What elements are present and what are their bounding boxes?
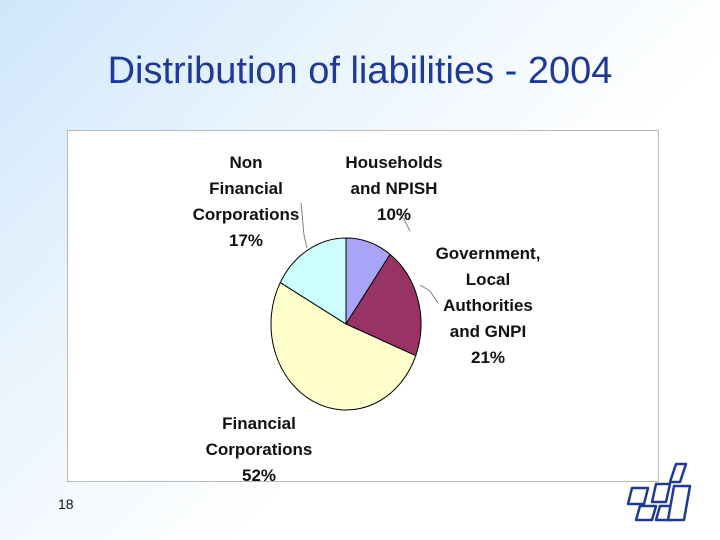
slice-label-financial: Financial Corporations 52% xyxy=(206,414,313,483)
chart-area: Households and NPISH 10% Government, Local Au… xyxy=(67,130,659,483)
leader-line-non xyxy=(300,202,308,249)
leader-line-government xyxy=(419,284,439,304)
page-number: 18 xyxy=(58,496,74,512)
pie-slice-non xyxy=(279,237,347,325)
slice-label-households: Households and NPISH 10% xyxy=(345,153,442,224)
slice-label-non: Non Financial Corporations 17% xyxy=(193,153,300,250)
slide-title: Distribution of liabilities - 2004 xyxy=(107,50,613,92)
slice-label-government: Government, Local Authorities and GNPI 21% xyxy=(436,244,541,367)
company-logo-icon xyxy=(626,462,692,522)
pie-slice-financial xyxy=(270,281,417,411)
pie-slice-government xyxy=(345,253,422,357)
pie-chart: Households and NPISH 10% Government, Local Au… xyxy=(193,153,541,483)
leader-line-households xyxy=(397,212,411,232)
